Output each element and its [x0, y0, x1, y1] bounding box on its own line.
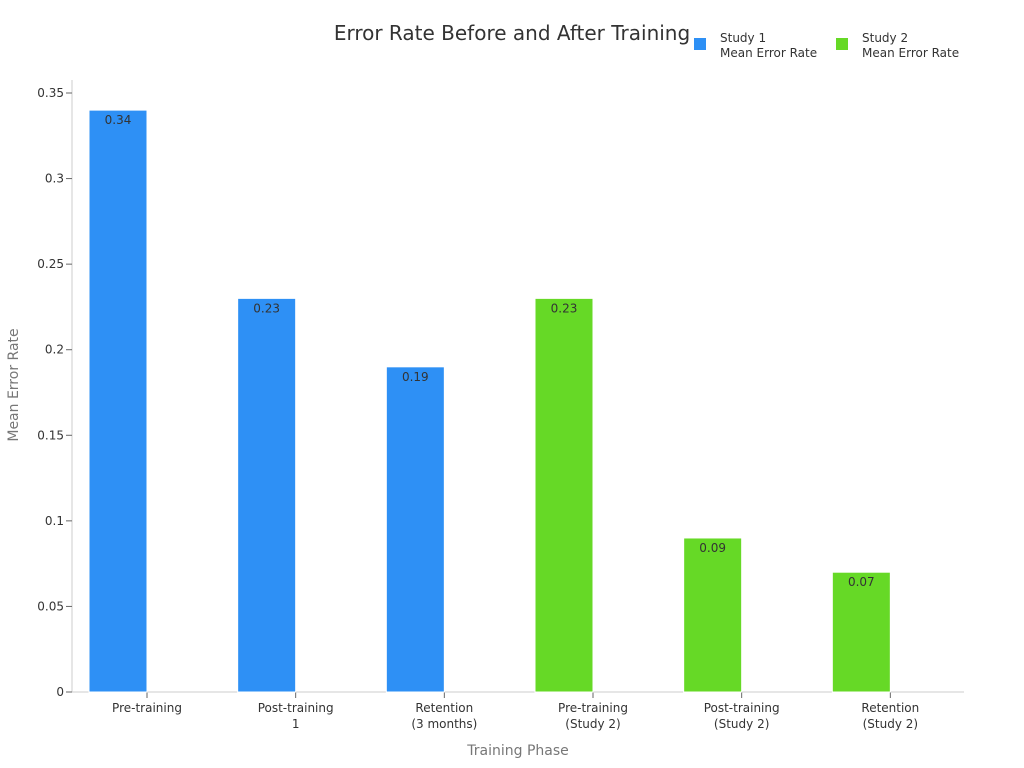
- bar: [832, 572, 890, 692]
- y-tick-label: 0: [56, 685, 64, 699]
- bar-data-label: 0.23: [253, 301, 280, 315]
- legend-swatch: [694, 38, 706, 50]
- x-tick-label: Post-training (Study 2): [704, 701, 780, 731]
- legend-label: Study 1 Mean Error Rate: [720, 31, 817, 60]
- bar: [684, 538, 742, 692]
- bar-data-label: 0.34: [105, 113, 132, 127]
- y-tick-label: 0.1: [45, 514, 64, 528]
- x-axis: Pre-training Post-training 1 Retention (3 mo…: [72, 692, 964, 731]
- y-tick-label: 0.15: [37, 428, 64, 442]
- chart-title: Error Rate Before and After Training: [334, 21, 690, 45]
- y-tick-label: 0.3: [45, 172, 64, 186]
- bar-data-label: 0.19: [402, 370, 429, 384]
- y-tick-label: 0.05: [37, 599, 64, 613]
- x-tick-label: Pre-training (Study 2): [558, 701, 628, 731]
- x-tick-label: Retention (Study 2): [861, 701, 919, 731]
- bar: [238, 298, 296, 692]
- bar: [535, 298, 593, 692]
- x-axis-title: Training Phase: [466, 743, 569, 759]
- x-tick-label: Retention (3 months): [411, 701, 477, 731]
- bar: [386, 367, 444, 692]
- bar-data-label: 0.09: [699, 541, 726, 555]
- y-tick-label: 0.35: [37, 86, 64, 100]
- legend-label: Study 2 Mean Error Rate: [862, 31, 959, 60]
- bar: [89, 110, 147, 692]
- legend-swatch: [836, 38, 848, 50]
- y-tick-label: 0.25: [37, 257, 64, 271]
- y-axis: 0 0.05 0.1 0.15 0.2 0.25 0.3 0.35: [37, 80, 72, 699]
- bar-data-label: 0.23: [551, 301, 578, 315]
- bar-labels: 0.34 0.23 0.19 0.23 0.09 0.07: [105, 113, 875, 589]
- bars: [89, 110, 890, 692]
- y-tick-label: 0.2: [45, 343, 64, 357]
- x-tick-label: Pre-training: [112, 701, 182, 715]
- bar-data-label: 0.07: [848, 575, 875, 589]
- y-axis-title: Mean Error Rate: [6, 328, 22, 441]
- legend: Study 1 Mean Error Rate Study 2 Mean Error …: [694, 31, 959, 60]
- x-tick-label: Post-training 1: [258, 701, 334, 731]
